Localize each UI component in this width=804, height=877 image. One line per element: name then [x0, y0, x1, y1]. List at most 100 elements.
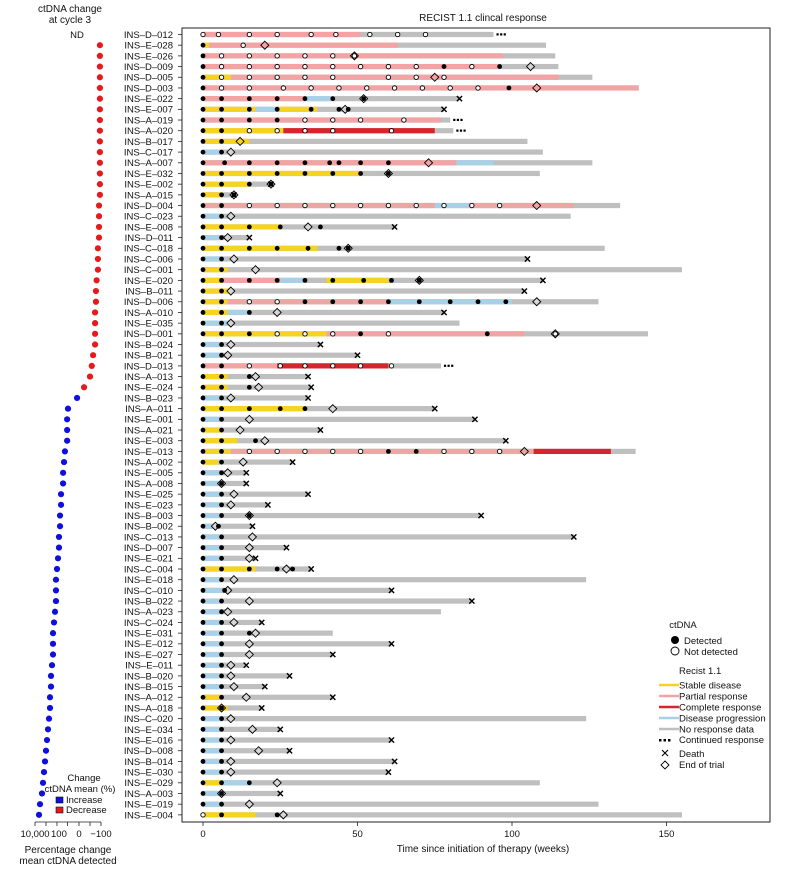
patient-id-label: INS–A–018: [124, 703, 173, 714]
increase-dot: [43, 736, 51, 744]
ctdna-detected-dot: [200, 459, 206, 465]
bar-disease-progression: [227, 309, 250, 316]
ctdna-detected-dot: [200, 288, 206, 294]
patient-row: [200, 179, 276, 189]
bar-no-response: [203, 748, 290, 754]
ctdna-detected-dot: [219, 748, 224, 754]
bar-disease-progression: [456, 160, 494, 166]
patient-row: [200, 489, 312, 499]
ctdna-detected-dot: [386, 299, 391, 305]
death-stroke: [524, 255, 531, 263]
bar-stable-disease: [203, 42, 210, 48]
end-of-trial-marker: [272, 778, 282, 788]
ctdna-not-detected-dot: [302, 74, 308, 80]
ctdna-detected-dot: [200, 630, 206, 636]
death-marker: [283, 544, 290, 551]
ctdna-detected-dot: [416, 277, 422, 283]
end-of-trial-marker: [532, 297, 542, 307]
ctdna-detected-dot: [200, 609, 206, 615]
patient-row: [200, 40, 546, 50]
patient-id-label: INS–C–020: [124, 714, 173, 725]
ctdna-detected-dot: [200, 555, 206, 561]
patient-row: [200, 457, 296, 467]
death-marker: [440, 106, 448, 113]
ctdna-detected-dot: [200, 277, 206, 283]
patient-id-label: INS–C–017: [124, 147, 173, 158]
death-marker: [304, 491, 312, 498]
patient-row: [200, 265, 682, 275]
decrease-dot: [96, 42, 103, 49]
patient-row: [200, 810, 682, 820]
decrease-dot: [94, 266, 102, 273]
ctdna-not-detected-dot: [274, 128, 280, 134]
patient-row: [200, 521, 256, 531]
increase-dot: [49, 651, 57, 658]
ctdna-not-detected-dot: [302, 331, 308, 337]
ctdna-detected-dot: [200, 42, 206, 48]
ctdna-detected-dot: [219, 534, 224, 540]
left-axis-label-line1: Percentage change: [25, 845, 112, 856]
patient-id-label: INS–B–020: [124, 671, 173, 682]
continued-response-marker: [443, 364, 447, 367]
increase-dot: [56, 512, 64, 519]
death-stroke: [277, 726, 284, 733]
end-of-trial-marker: [235, 425, 245, 435]
ctdna-detected-dot: [200, 106, 206, 112]
ctdna-not-detected-dot: [246, 74, 253, 80]
patient-row: [200, 468, 250, 478]
ctdna-not-detected-dot: [330, 448, 336, 455]
bar-no-response: [203, 737, 392, 743]
end-of-trial-marker: [226, 767, 236, 777]
chart-title: RECIST 1.1 clincal response: [419, 13, 547, 24]
decrease-dot: [96, 63, 103, 70]
end-of-trial-marker: [244, 553, 254, 563]
increase-dot: [57, 491, 65, 498]
bar-no-response: [203, 769, 389, 775]
patient-row: [200, 510, 485, 521]
legend-death-label: Death: [679, 749, 704, 760]
ctdna-detected-dot: [200, 502, 206, 508]
x-tick-label: 0: [200, 829, 205, 840]
change-legend-title-line2: ctDNA mean (%): [45, 784, 116, 795]
patient-row: [200, 735, 395, 745]
patient-labels: INS–D–012INS–E–028INS–E–026INS–D–009INS–…: [124, 30, 182, 821]
ctdna-not-detected-dot: [246, 363, 253, 369]
ctdna-detected-dot: [216, 523, 221, 529]
death-marker: [286, 747, 293, 754]
ctdna-detected-dot: [219, 705, 224, 711]
ctdna-detected-dot: [219, 459, 224, 465]
nd-label: ND: [70, 30, 84, 41]
ctdna-detected-dot: [416, 299, 422, 305]
decrease-dot: [94, 255, 102, 263]
bar-no-response: [203, 598, 472, 604]
patient-id-label: INS–C–004: [124, 564, 173, 575]
patient-row: [200, 746, 293, 756]
patient-id-label: INS–E–022: [124, 94, 173, 105]
ctdna-not-detected-dot: [357, 117, 364, 123]
patient-id-label: INS–D–008: [124, 746, 173, 757]
ctdna-detected-dot: [219, 641, 224, 647]
continued-response-marker: [456, 118, 459, 122]
ctdna-not-detected-dot: [218, 74, 225, 80]
ctdna-detected-dot: [358, 331, 363, 337]
bar-disease-progression: [203, 320, 228, 326]
ctdna-detected-dot: [219, 555, 224, 561]
ctdna-not-detected-dot: [308, 85, 314, 91]
death-stroke: [304, 491, 312, 498]
end-of-trial-marker: [430, 72, 440, 82]
ctdna-detected-dot: [219, 267, 224, 273]
death-stroke: [304, 394, 312, 402]
patient-row: [200, 104, 448, 114]
ctdna-detected-dot: [200, 598, 206, 604]
death-stroke: [317, 426, 324, 434]
ctdna-not-detected-dot: [401, 117, 407, 123]
legend-end-of-trial-icon: [660, 760, 670, 770]
death-stroke: [289, 459, 296, 466]
ctdna-detected-dot: [219, 737, 224, 743]
patient-id-label: INS–B–003: [124, 511, 173, 522]
death-stroke: [283, 544, 290, 551]
patient-row: [200, 639, 395, 649]
decrease-dot: [96, 148, 103, 156]
patient-row: [200, 564, 315, 574]
death-stroke: [329, 651, 336, 658]
